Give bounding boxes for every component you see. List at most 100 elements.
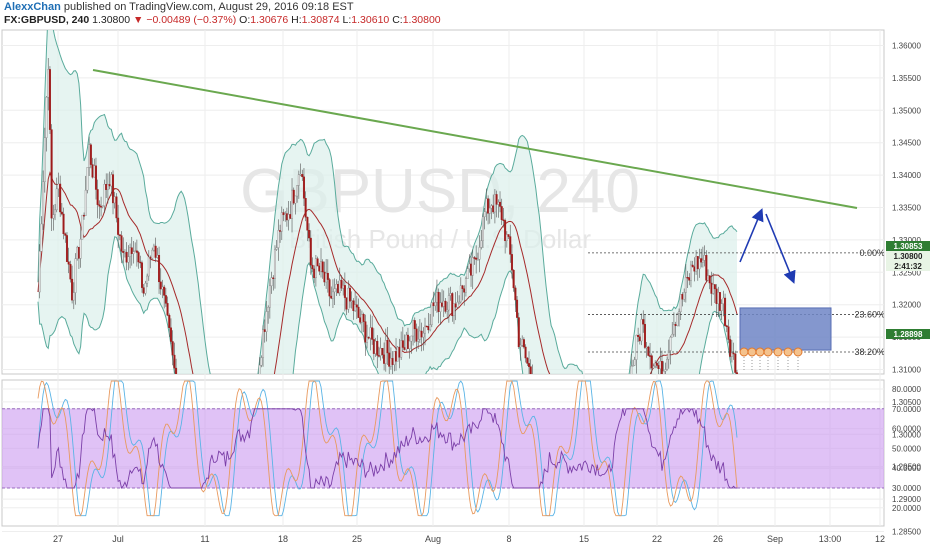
time-tick-label: Jul [112, 534, 124, 544]
candle-body [275, 247, 278, 250]
candle-body [64, 233, 67, 236]
projection-arrow-down[interactable] [765, 213, 796, 284]
time-tick-label: 8 [506, 534, 511, 544]
candle-body [113, 196, 116, 204]
candle-body [398, 346, 401, 358]
candle-body [105, 184, 108, 190]
candle-body [331, 291, 334, 299]
candle-body [689, 264, 692, 281]
fibonacci-retracement[interactable]: 0.00%23.60%38.20%50.00%61.80%76.40%100.0… [588, 248, 890, 517]
candle-body [362, 314, 365, 322]
time-tick-label: 12 [875, 534, 885, 544]
candle-body [359, 317, 362, 323]
candle-body [282, 212, 285, 216]
candle-body [88, 144, 91, 168]
candle-body [522, 339, 525, 348]
candle-body [43, 137, 46, 182]
candle-body [471, 257, 474, 276]
candle-body [429, 324, 432, 331]
candle-body [120, 235, 123, 252]
osc-tick-label: 60.0000 [892, 425, 921, 434]
candle-body [262, 329, 265, 358]
candle-body [301, 174, 304, 178]
symbol-label[interactable]: FX:GBPUSD, 240 [4, 14, 90, 26]
price-tag-label: 2:41:32 [894, 262, 922, 271]
osc-tick-label: 70.0000 [892, 405, 921, 414]
candle-body [516, 299, 519, 318]
candle-body [379, 348, 382, 356]
candle-body [52, 214, 55, 219]
candle-body [166, 303, 169, 316]
candle-body [110, 174, 113, 187]
candle-body [495, 194, 498, 205]
candle-body [96, 189, 99, 205]
candle-body [350, 300, 353, 302]
candle-body [337, 284, 340, 293]
target-zone[interactable] [739, 307, 832, 351]
time-axis[interactable]: 27 Jul 11 18 25 Aug 8 15 22 26 Sep 13:00 12 [53, 534, 885, 544]
candle-body [386, 340, 389, 354]
candle-body [161, 286, 164, 290]
candle-body [374, 340, 377, 354]
projection-arrow-up[interactable] [739, 208, 764, 263]
candle-body [674, 324, 677, 327]
candle-body [273, 249, 276, 279]
candle-body [308, 230, 311, 239]
candle-body [57, 183, 60, 190]
candle-body [430, 302, 433, 325]
candle-body [437, 291, 440, 312]
candle-body [313, 268, 316, 279]
candle-body [377, 355, 380, 357]
price-change: ▼ −0.00489 (−0.37%) [133, 14, 237, 26]
candle-body [512, 269, 515, 289]
candle-body [650, 355, 653, 369]
candle-body [306, 216, 309, 231]
last-price: 1.30800 [92, 14, 131, 26]
oscillator-axis[interactable]: 80.0000 70.0000 60.0000 50.0000 40.0000 30.00… [892, 385, 921, 513]
candle-body [71, 278, 74, 301]
price-axis[interactable]: 1.36000 1.35500 1.35000 1.34500 1.34000 1.335… [892, 42, 921, 550]
candle-body [129, 247, 132, 257]
candle-body [83, 214, 86, 217]
candle-body [463, 288, 466, 293]
publish-header: AlexxChan published on TradingView.com, … [4, 1, 354, 13]
candle-body [357, 306, 360, 318]
candle-body [475, 257, 478, 260]
candle-body [285, 213, 288, 221]
high-label: H: [291, 14, 302, 26]
candle-body [280, 212, 283, 232]
candle-body [678, 311, 681, 314]
candle-body [707, 275, 710, 281]
candle-body [77, 246, 80, 259]
candle-body [396, 346, 399, 362]
candle-body [499, 201, 502, 207]
candle-body [718, 292, 721, 311]
candle-body [655, 362, 658, 366]
candle-body [459, 285, 462, 303]
bollinger-lower [37, 236, 734, 374]
candle-body [81, 214, 84, 240]
osc-tick-label: 40.0000 [892, 464, 921, 473]
candle-body [442, 300, 445, 307]
candle-body [466, 268, 469, 279]
author-link[interactable]: AlexxChan [4, 1, 61, 13]
candle-body [296, 185, 299, 197]
candle-body [345, 297, 348, 310]
close-label: C: [392, 14, 403, 26]
candle-body [427, 326, 430, 331]
candle-body [40, 223, 43, 252]
price-tick-label: 1.34000 [892, 171, 921, 180]
candle-body [485, 198, 488, 212]
candle-body [492, 205, 495, 213]
candle-body [388, 352, 391, 367]
candle-body [76, 246, 79, 259]
candle-body [101, 205, 104, 207]
candle-body [326, 272, 329, 280]
candle-body [50, 129, 53, 219]
trendline[interactable] [92, 69, 858, 209]
candle-body [730, 352, 733, 357]
candle-body [500, 206, 503, 220]
candle-body [294, 195, 297, 204]
price-tick-label: 1.29500 [892, 463, 921, 472]
